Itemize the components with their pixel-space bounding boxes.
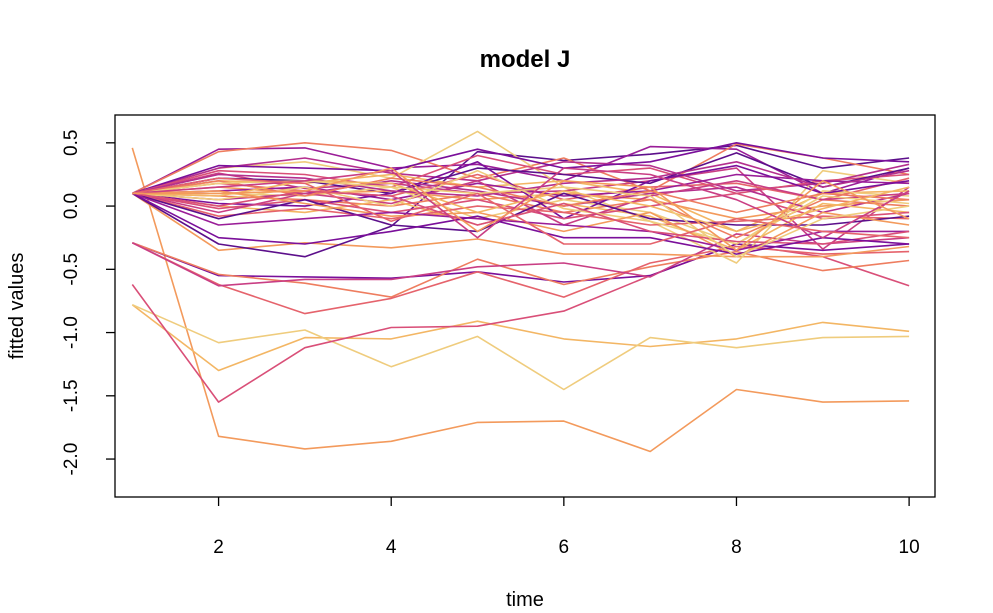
x-tick-label: 2 bbox=[213, 537, 224, 558]
y-tick-label: -1.5 bbox=[61, 379, 82, 412]
series-lines bbox=[131, 130, 910, 453]
series-line bbox=[132, 177, 910, 245]
series-line bbox=[131, 303, 910, 391]
series-line bbox=[132, 167, 910, 239]
y-axis-label: fitted values bbox=[6, 253, 28, 360]
series-line bbox=[132, 173, 910, 201]
series-line bbox=[132, 192, 910, 252]
x-tick-label: 6 bbox=[559, 537, 570, 558]
series-line bbox=[132, 180, 910, 233]
series-line bbox=[131, 145, 910, 195]
x-tick-label: 10 bbox=[899, 537, 920, 558]
series-line bbox=[132, 167, 910, 252]
series-line bbox=[131, 242, 910, 315]
series-line bbox=[132, 242, 910, 283]
y-tick-label: 0.5 bbox=[61, 130, 82, 156]
y-tick-label: -1.0 bbox=[61, 316, 82, 349]
series-line bbox=[132, 242, 910, 298]
series-line bbox=[131, 192, 910, 258]
x-axis-label: time bbox=[506, 589, 544, 611]
x-axis: 2 4 6 8 10 bbox=[213, 497, 920, 558]
series-line bbox=[132, 190, 910, 245]
y-tick-label: -0.5 bbox=[61, 253, 82, 286]
series-line bbox=[131, 192, 910, 255]
series-line bbox=[132, 152, 910, 195]
x-tick-label: 8 bbox=[731, 537, 742, 558]
x-tick-label: 4 bbox=[386, 537, 397, 558]
series-line bbox=[132, 180, 910, 258]
series-line bbox=[131, 243, 910, 403]
y-tick-label: -2.0 bbox=[61, 443, 82, 476]
plot-frame bbox=[114, 114, 936, 498]
chart-title: model J bbox=[480, 46, 571, 73]
y-axis: -2.0 -1.5 -1.0 -0.5 0.0 0.5 bbox=[61, 130, 115, 476]
y-tick-label: 0.0 bbox=[61, 193, 82, 219]
series-line bbox=[131, 147, 910, 453]
series-line bbox=[131, 233, 910, 287]
series-line bbox=[132, 154, 910, 195]
series-line bbox=[131, 304, 910, 372]
series-line bbox=[131, 144, 910, 258]
series-line bbox=[132, 142, 910, 195]
